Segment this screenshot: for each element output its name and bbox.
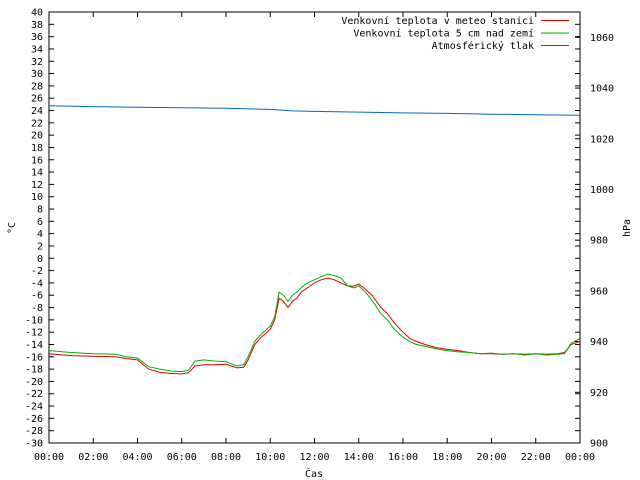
plot-frame: [48, 11, 581, 444]
y-tick-label: 10: [31, 192, 43, 203]
x-tick-label: 12:00: [299, 452, 329, 463]
series-line-0: [48, 277, 581, 375]
y-axis-ticks: 4038363432302826242220181614121086420-2-…: [25, 8, 580, 450]
y-tick-label: -10: [25, 315, 43, 326]
y-tick-label: -2: [31, 266, 43, 277]
x-tick-label: 10:00: [255, 452, 285, 463]
y-tick-label: 22: [31, 118, 43, 129]
y-tick-label: -14: [25, 340, 43, 351]
y-tick-label: 18: [31, 143, 43, 154]
y-tick-label: -20: [25, 377, 43, 388]
x-tick-label: 04:00: [122, 452, 152, 463]
y-tick-label: 38: [31, 20, 43, 31]
y-tick-label: -28: [25, 426, 43, 437]
y2-axis-ticks: 1060 1040 1020 1000 980 960 940 920 900: [575, 33, 614, 450]
series-line-1: [48, 273, 581, 373]
y-tick-label: -12: [25, 328, 43, 339]
x-tick-label: 22:00: [521, 452, 551, 463]
y2-tick-label: 1020: [590, 134, 614, 145]
y-tick-label: 28: [31, 81, 43, 92]
y-tick-label: -16: [25, 352, 43, 363]
legend: Venkovní teplota v meteo staniciVenkovní…: [341, 15, 569, 52]
y-tick-label: 8: [37, 205, 43, 216]
y-tick-label: -22: [25, 389, 43, 400]
y-tick-label: -18: [25, 365, 43, 376]
y-tick-label: 0: [37, 254, 43, 265]
y-tick-label: 14: [31, 168, 43, 179]
y-tick-label: 36: [31, 32, 43, 43]
x-tick-label: 08:00: [211, 452, 241, 463]
y-tick-label: 26: [31, 94, 43, 105]
y-axis-label: °C: [7, 222, 18, 234]
y2-tick-label: 1000: [590, 185, 614, 196]
y-tick-label: -30: [25, 439, 43, 450]
y-tick-label: 32: [31, 57, 43, 68]
y2-tick-label: 940: [590, 337, 608, 348]
x-tick-label: 00:00: [565, 452, 595, 463]
x-tick-label: 06:00: [167, 452, 197, 463]
series-line-2: [48, 105, 581, 116]
y-tick-label: -4: [31, 278, 43, 289]
y-tick-label: -26: [25, 414, 43, 425]
legend-label: Atmosférický tlak: [432, 40, 534, 52]
x-tick-label: 00:00: [34, 452, 64, 463]
series-lines: [48, 105, 581, 375]
y2-tick-label: 980: [590, 236, 608, 247]
x-tick-label: 20:00: [476, 452, 506, 463]
y-tick-label: 2: [37, 241, 43, 252]
y-tick-label: -8: [31, 303, 43, 314]
x-tick-label: 16:00: [388, 452, 418, 463]
y-tick-label: -6: [31, 291, 43, 302]
x-axis-ticks: 00:00 02:00 04:00 06:00 08:00 10:00 12:00 14:00…: [34, 12, 595, 463]
y-tick-label: 4: [37, 229, 43, 240]
y2-tick-label: 960: [590, 286, 608, 297]
y2-tick-label: 900: [590, 439, 608, 450]
x-axis-label: Čas: [305, 467, 323, 480]
y2-tick-label: 1040: [590, 84, 614, 95]
y-tick-label: 30: [31, 69, 43, 80]
y2-tick-label: 920: [590, 388, 608, 399]
y-tick-label: 24: [31, 106, 43, 117]
legend-label: Venkovní teplota 5 cm nad zemí: [353, 28, 534, 40]
x-tick-label: 14:00: [344, 452, 374, 463]
x-tick-label: 18:00: [432, 452, 462, 463]
y2-tick-label: 1060: [590, 33, 614, 44]
y2-axis-label: hPa: [622, 219, 633, 237]
y-tick-label: 20: [31, 131, 43, 142]
y-tick-label: 16: [31, 155, 43, 166]
y-tick-label: 40: [31, 8, 43, 19]
y-tick-label: 34: [31, 44, 43, 55]
x-tick-label: 02:00: [78, 452, 108, 463]
y-tick-label: 6: [37, 217, 43, 228]
y-tick-label: -24: [25, 402, 43, 413]
legend-label: Venkovní teplota v meteo stanici: [341, 15, 534, 27]
y-tick-label: 12: [31, 180, 43, 191]
